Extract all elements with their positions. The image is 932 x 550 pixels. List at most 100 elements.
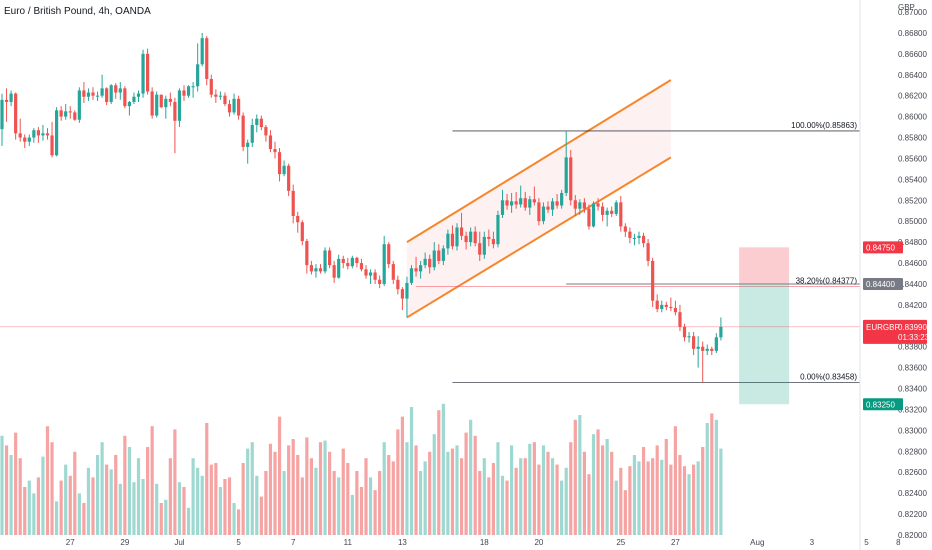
- candle-body-52: [237, 98, 241, 116]
- volume-bar-30: [136, 458, 141, 535]
- volume-bar-12: [55, 501, 59, 535]
- volume-bar-111: [505, 480, 509, 535]
- y-tick-label-5: 0.83000: [898, 426, 927, 435]
- candle-body-80: [364, 269, 368, 276]
- volume-bar-135: [614, 480, 618, 535]
- candle-body-143: [651, 260, 655, 301]
- volume-bar-61: [277, 416, 282, 535]
- volume-bar-76: [346, 463, 350, 535]
- y-tick-label-15: 0.85000: [898, 217, 927, 226]
- candle-body-84: [382, 244, 386, 284]
- volume-bar-113: [514, 467, 518, 535]
- volume-bar-19: [86, 467, 91, 535]
- candle-body-45: [205, 38, 209, 79]
- time-axis[interactable]: 27 29 Jul 5 7 11 13 18 20 25 27 Aug 3 5 8: [66, 538, 901, 547]
- volume-bar-141: [641, 447, 646, 535]
- volume-bar-4: [18, 458, 22, 535]
- volume-bar-13: [59, 480, 63, 535]
- candle-body-111: [505, 200, 509, 206]
- candle-body-78: [355, 257, 359, 264]
- volume-bar-84: [382, 442, 386, 535]
- volume-bar-39: [177, 482, 182, 535]
- candle-body-49: [223, 95, 227, 105]
- volume-layer: [0, 403, 723, 535]
- y-tick-label-9: 0.83800: [898, 343, 927, 352]
- candle-body-2: [9, 93, 13, 102]
- volume-bar-124: [564, 467, 568, 535]
- volume-bar-27: [123, 435, 127, 535]
- candle-body-100: [455, 227, 459, 247]
- volume-bar-37: [168, 458, 172, 535]
- x-tick-label-6: 13: [398, 538, 407, 547]
- volume-bar-43: [196, 467, 200, 535]
- candle-body-157: [714, 337, 718, 351]
- candle-body-60: [273, 149, 277, 153]
- x-tick-label-13: 5: [864, 538, 869, 547]
- candle-body-147: [669, 306, 673, 309]
- volume-bar-116: [528, 443, 532, 535]
- candle-body-83: [378, 279, 382, 284]
- candle-body-127: [578, 202, 582, 209]
- volume-bar-99: [450, 448, 455, 535]
- candle-body-29: [132, 96, 136, 102]
- candle-body-135: [614, 202, 618, 214]
- current-price-label: 0.83990: [898, 323, 927, 332]
- candle-body-151: [687, 336, 691, 338]
- volume-bar-62: [282, 471, 286, 535]
- volume-bar-132: [601, 445, 605, 535]
- candle-body-14: [64, 111, 68, 117]
- candle-body-129: [587, 208, 591, 227]
- y-tick-label-6: 0.83200: [898, 405, 927, 414]
- candle-body-89: [405, 282, 409, 299]
- candle-body-109: [496, 214, 500, 245]
- volume-bar-55: [250, 442, 254, 535]
- candle-body-69: [314, 268, 318, 272]
- volume-bar-106: [482, 458, 486, 535]
- candle-body-133: [605, 210, 609, 215]
- volume-bar-82: [373, 490, 377, 535]
- volume-bar-60: [273, 451, 277, 535]
- candle-body-98: [446, 233, 450, 249]
- volume-bar-40: [182, 487, 186, 535]
- volume-bar-75: [341, 448, 345, 535]
- candle-body-63: [287, 165, 291, 191]
- candle-body-155: [705, 348, 709, 351]
- candle-body-13: [59, 110, 63, 117]
- volume-bar-100: [455, 445, 459, 535]
- y-tick-label-4: 0.82800: [898, 447, 927, 456]
- candle-body-141: [641, 235, 646, 244]
- volume-bar-2: [9, 455, 13, 535]
- chart-title: Euro / British Pound, 4h, OANDA: [4, 6, 151, 17]
- volume-bar-0: [0, 435, 4, 535]
- candle-body-36: [164, 98, 168, 108]
- price-axis[interactable]: 0.82000 0.82200 0.82400 0.82600 0.82800 0.830…: [859, 0, 930, 550]
- y-tick-label-3: 0.82600: [898, 468, 927, 477]
- volume-bar-78: [355, 471, 359, 535]
- volume-bar-18: [82, 503, 86, 535]
- volume-bar-93: [423, 461, 427, 535]
- volume-bar-120: [546, 451, 550, 535]
- candle-body-123: [560, 192, 564, 206]
- candle-body-81: [368, 272, 373, 276]
- candle-body-132: [601, 206, 605, 215]
- volume-bar-91: [414, 445, 418, 535]
- candle-body-34: [155, 94, 159, 116]
- x-tick-label-7: 18: [480, 538, 489, 547]
- volume-bar-107: [487, 477, 491, 535]
- volume-bar-138: [628, 466, 632, 535]
- candle-body-54: [246, 142, 250, 147]
- candle-body-72: [328, 250, 332, 266]
- candle-body-35: [159, 94, 163, 108]
- candle-body-145: [660, 304, 664, 310]
- x-tick-label-12: 3: [810, 538, 815, 547]
- candle-body-158: [719, 326, 723, 338]
- volume-bar-28: [127, 447, 131, 535]
- candle-body-50: [227, 104, 232, 113]
- candle-body-42: [191, 86, 195, 88]
- volume-bar-105: [478, 471, 482, 535]
- volume-bar-72: [328, 451, 332, 535]
- volume-bar-22: [100, 442, 104, 535]
- volume-bar-95: [432, 434, 436, 535]
- candle-body-37: [168, 98, 172, 102]
